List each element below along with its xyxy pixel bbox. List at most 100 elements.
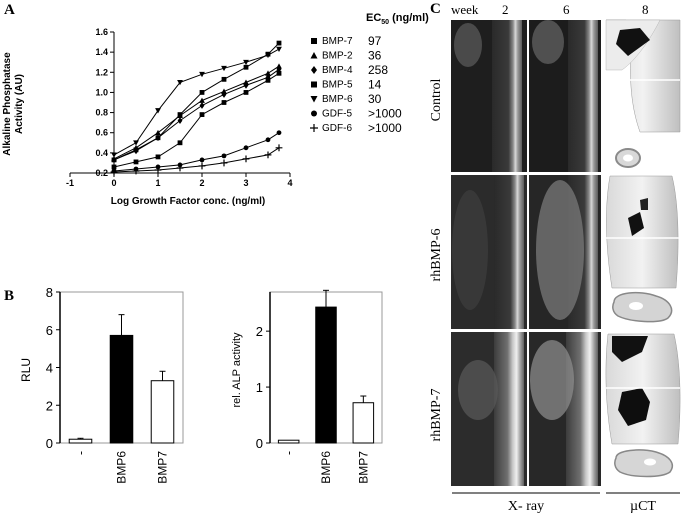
uct-label: µCT — [630, 499, 656, 514]
panel-a-y-tick-label: 1.2 — [95, 67, 108, 77]
series-point-bmp-7 — [221, 76, 227, 82]
legend-label-bmp-7: BMP-7 — [322, 36, 353, 47]
xray-condyle-control-w2 — [454, 23, 482, 67]
series-point-bmp-6 — [199, 71, 205, 78]
alp-y-tick-label: 2 — [256, 324, 263, 339]
rlu-y-tick-label: 6 — [46, 323, 53, 338]
series-point-bmp-5 — [276, 70, 282, 76]
series-point-gdf-6 — [242, 155, 250, 163]
series-point-gdf-6 — [220, 159, 228, 167]
legend-label-gdf-6: GDF-6 — [322, 123, 352, 134]
row-label-rhbmp7: rhBMP-7 — [429, 389, 444, 442]
series-point-bmp-4 — [243, 81, 249, 89]
xray-bone-control-w6 — [568, 20, 598, 172]
panel-a-y-tick-label: 0.6 — [95, 128, 108, 138]
panel-a-y-tick-label: 1.4 — [95, 47, 108, 57]
series-point-bmp-6 — [276, 46, 282, 53]
uct-rhbmp6-void-1 — [628, 212, 644, 236]
rlu-category-label: BMP6 — [115, 451, 129, 484]
panel-a-y-tick-label: 1.0 — [95, 87, 108, 97]
panel-a-y-tick-label: 0.4 — [95, 148, 108, 158]
series-point-bmp-4 — [177, 117, 183, 125]
legend-label-bmp-6: BMP-6 — [322, 94, 353, 105]
panel-b-left-chart: 0 2 4 6 8 - BMP6 BMP7 — [46, 285, 184, 484]
series-point-bmp-5 — [177, 140, 183, 146]
alp-bar — [277, 439, 300, 444]
series-point-bmp-4 — [276, 65, 282, 73]
xray-callus-rhbmp6-w6 — [536, 180, 584, 320]
series-point-gdf-6 — [110, 168, 118, 176]
series-point-gdf-5 — [276, 130, 282, 136]
series-line-bmp-7 — [113, 42, 280, 161]
series-point-bmp-4 — [111, 156, 117, 164]
series-point-bmp-6 — [177, 79, 183, 86]
row-label-rhbmp6: rhBMP-6 — [429, 229, 444, 282]
row-label-control: Control — [429, 79, 444, 122]
panel-a-y-tick-label: 0.2 — [95, 168, 108, 178]
alp-category-label: - — [282, 451, 296, 455]
week-8-label: 8 — [642, 2, 649, 17]
rlu-y-tick-label: 4 — [46, 361, 53, 376]
series-point-gdf-6 — [198, 162, 206, 170]
alp-y-tick-label: 0 — [256, 436, 263, 451]
panel-b-right-ylabel: rel. ALP activity — [231, 332, 243, 407]
series-point-bmp-4 — [133, 147, 139, 155]
series-point-bmp-4 — [199, 102, 205, 109]
panel-a-ylabel-line2: Activity (AU) — [14, 74, 25, 134]
rlu-bar — [109, 334, 134, 444]
series-point-gdf-6 — [154, 166, 162, 174]
series-point-gdf-5 — [199, 157, 205, 163]
uct-rhbmp6-void-2 — [640, 198, 648, 210]
xray-bone-control-w2 — [492, 20, 522, 172]
series-point-bmp-5 — [133, 159, 139, 165]
legend-marker-bmp-4 — [311, 66, 317, 74]
alp-y-tick-label: 1 — [256, 380, 263, 395]
xray-grid — [451, 20, 601, 486]
series-point-bmp-4 — [155, 134, 161, 142]
series-point-bmp-7 — [276, 40, 282, 46]
panel-a-legend: EC50 (ng/ml) BMP-7 97 BMP-2 36 BMP-4 258 BMP-5… — [310, 12, 429, 135]
panel-a-y-tick-label: 1.6 — [95, 27, 108, 37]
alp-bar — [315, 306, 337, 444]
series-point-gdf-6 — [176, 164, 184, 172]
alp-category-label: BMP7 — [356, 451, 370, 484]
week-6-label: 6 — [563, 2, 570, 17]
legend-ec50-bmp-2: 36 — [368, 49, 382, 63]
uct-rhbmp6-crosssection-lumen — [629, 302, 643, 310]
series-point-bmp-2 — [177, 112, 183, 118]
series-point-bmp-6 — [155, 108, 161, 114]
series-point-bmp-5 — [243, 90, 249, 95]
uct-grid — [605, 19, 681, 478]
xray-bone-rhbmp6-w2 — [494, 175, 524, 329]
series-line-bmp-5 — [113, 72, 280, 168]
series-point-bmp-5 — [111, 164, 117, 170]
panel-a-x-tick-label: 4 — [287, 178, 292, 188]
xray-label: X- ray — [508, 499, 544, 514]
legend-ec50-bmp-7: 97 — [368, 34, 382, 48]
series-point-bmp-5 — [265, 77, 271, 83]
legend-ec50-bmp-5: 14 — [368, 78, 382, 92]
panel-a-x-tick-label: -1 — [66, 178, 74, 188]
xray-bone-rhbmp7-w2 — [494, 332, 524, 486]
series-point-gdf-5 — [265, 137, 271, 143]
series-point-bmp-5 — [155, 154, 161, 160]
series-point-bmp-2 — [199, 97, 205, 103]
legend-marker-bmp-7 — [311, 38, 317, 44]
alp-bar — [352, 402, 375, 444]
series-point-bmp-4 — [265, 73, 271, 81]
series-point-bmp-7 — [199, 90, 205, 95]
series-line-bmp-6 — [113, 48, 280, 156]
series-point-bmp-5 — [221, 100, 227, 105]
series-point-bmp-4 — [221, 91, 227, 98]
panel-a-y-tick-label: 0.8 — [95, 108, 108, 118]
series-point-bmp-7 — [243, 64, 249, 70]
legend-label-bmp-4: BMP-4 — [322, 65, 353, 76]
legend-header: EC50 (ng/ml) — [366, 12, 429, 26]
uct-rhbmp7-crosssection — [614, 449, 674, 478]
series-point-bmp-6 — [265, 52, 271, 59]
panel-a-ylabel-line1: Alkaline Phosphatase — [2, 52, 13, 156]
legend-label-gdf-5: GDF-5 — [322, 109, 352, 120]
legend-marker-bmp-2 — [310, 52, 318, 59]
xray-callus-rhbmp6-w2 — [452, 190, 488, 310]
